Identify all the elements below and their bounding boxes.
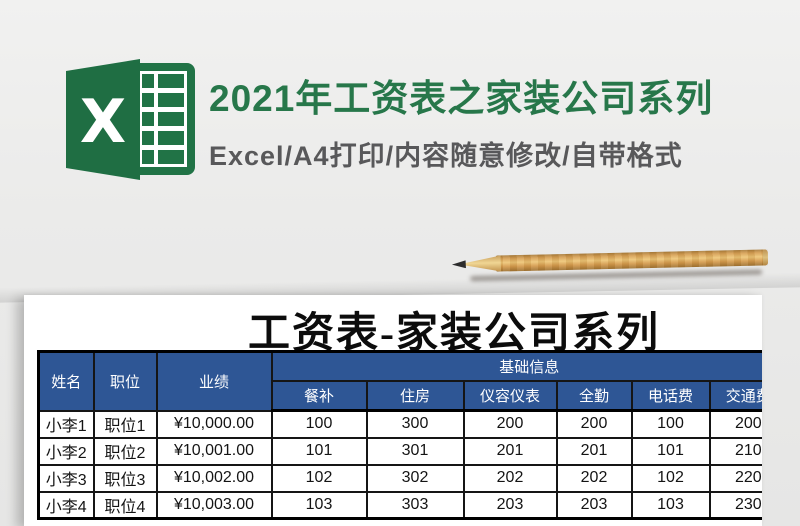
table-row: 小李4 职位4 ¥10,003.00 103 303 203 203 103 2…	[37, 490, 762, 520]
excel-logo-letter: X	[80, 87, 126, 157]
cell-meal: 102	[270, 463, 368, 493]
col-header-grooming: 仪容仪表	[462, 379, 558, 412]
spreadsheet-paper: 工资表-家装公司系列 姓名 职位 业绩 基础信息 餐补 住房 仪容仪表 全勤 电…	[24, 295, 762, 526]
col-header-attendance: 全勤	[555, 379, 633, 412]
cell-name: 小李2	[37, 436, 95, 466]
table-header-sub-row: 餐补 住房 仪容仪表 全勤 电话费 交通费	[39, 379, 762, 412]
col-header-name: 姓名	[37, 350, 95, 412]
cell-performance: ¥10,002.00	[155, 463, 273, 493]
salary-table: 姓名 职位 业绩 基础信息 餐补 住房 仪容仪表 全勤 电话费 交通费 小李1 …	[37, 350, 762, 520]
cell-name: 小李4	[37, 490, 95, 520]
cell-transport: 200	[708, 409, 762, 439]
cell-meal: 101	[270, 436, 368, 466]
promo-title: 2021年工资表之家装公司系列	[209, 78, 714, 119]
pencil-grain	[495, 249, 769, 272]
cell-housing: 303	[365, 490, 465, 520]
cell-performance: ¥10,001.00	[155, 436, 273, 466]
cell-position: 职位4	[92, 490, 158, 520]
cell-name: 小李3	[37, 463, 95, 493]
col-header-meal: 餐补	[270, 379, 368, 412]
cell-grooming: 202	[462, 463, 558, 493]
pencil-graphite-tip	[452, 260, 466, 268]
promo-subtitle: Excel/A4打印/内容随意修改/自带格式	[209, 141, 683, 171]
col-header-housing: 住房	[365, 379, 465, 412]
table-row: 小李3 职位3 ¥10,002.00 102 302 202 202 102 2…	[37, 463, 762, 493]
cell-housing: 302	[365, 463, 465, 493]
cell-grooming: 200	[462, 409, 558, 439]
col-header-group-basic-info: 基础信息	[270, 350, 762, 382]
cell-phone: 100	[630, 409, 711, 439]
sheet-title: 工资表-家装公司系列	[248, 311, 660, 357]
cell-attendance: 202	[555, 463, 633, 493]
cell-grooming: 201	[462, 436, 558, 466]
cell-meal: 100	[270, 409, 368, 439]
cell-transport: 220	[708, 463, 762, 493]
cell-attendance: 201	[555, 436, 633, 466]
table-header-group-row: 姓名 职位 业绩 基础信息	[37, 350, 762, 412]
cell-housing: 300	[365, 409, 465, 439]
cell-housing: 301	[365, 436, 465, 466]
col-header-transport: 交通费	[708, 379, 762, 412]
cell-transport: 210	[708, 436, 762, 466]
cell-meal: 103	[270, 490, 368, 520]
cell-performance: ¥10,003.00	[155, 490, 273, 520]
cell-position: 职位1	[92, 409, 158, 439]
cell-position: 职位2	[92, 436, 158, 466]
excel-logo-icon: X	[66, 59, 195, 180]
excel-logo-cells	[142, 74, 184, 164]
cell-position: 职位3	[92, 463, 158, 493]
table-row: 小李1 职位1 ¥10,000.00 100 300 200 200 100 2…	[37, 409, 762, 439]
cell-phone: 102	[630, 463, 711, 493]
col-header-position: 职位	[92, 350, 158, 412]
col-header-phone: 电话费	[630, 379, 711, 412]
cell-transport: 230	[708, 490, 762, 520]
excel-logo-cover	[66, 59, 140, 180]
cell-attendance: 203	[555, 490, 633, 520]
table-row: 小李2 职位2 ¥10,001.00 101 301 201 201 101 2…	[37, 436, 762, 466]
cell-grooming: 203	[462, 490, 558, 520]
cell-performance: ¥10,000.00	[155, 409, 273, 439]
col-header-performance: 业绩	[155, 350, 273, 412]
cell-phone: 101	[630, 436, 711, 466]
cell-phone: 103	[630, 490, 711, 520]
cell-attendance: 200	[555, 409, 633, 439]
cell-name: 小李1	[37, 409, 95, 439]
